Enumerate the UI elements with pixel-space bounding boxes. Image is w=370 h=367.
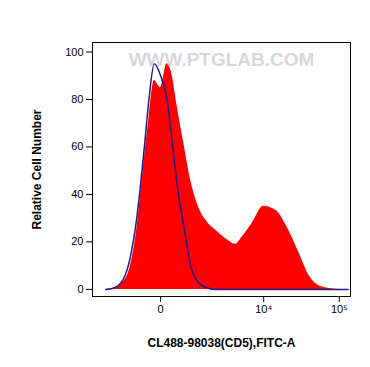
svg-text:WWW.PTGLAB.COM: WWW.PTGLAB.COM <box>129 49 315 70</box>
svg-text:40: 40 <box>71 188 83 200</box>
svg-text:0: 0 <box>158 303 164 315</box>
svg-text:60: 60 <box>71 140 83 152</box>
svg-text:CL488-98038(CD5),FITC-A: CL488-98038(CD5),FITC-A <box>147 336 295 350</box>
svg-text:Relative Cell Number: Relative Cell Number <box>30 109 44 229</box>
svg-text:100: 100 <box>65 46 83 58</box>
svg-text:0: 0 <box>77 283 83 295</box>
svg-text:80: 80 <box>71 93 83 105</box>
svg-text:20: 20 <box>71 235 83 247</box>
svg-text:10⁵: 10⁵ <box>331 303 348 315</box>
svg-text:10⁴: 10⁴ <box>255 303 272 315</box>
